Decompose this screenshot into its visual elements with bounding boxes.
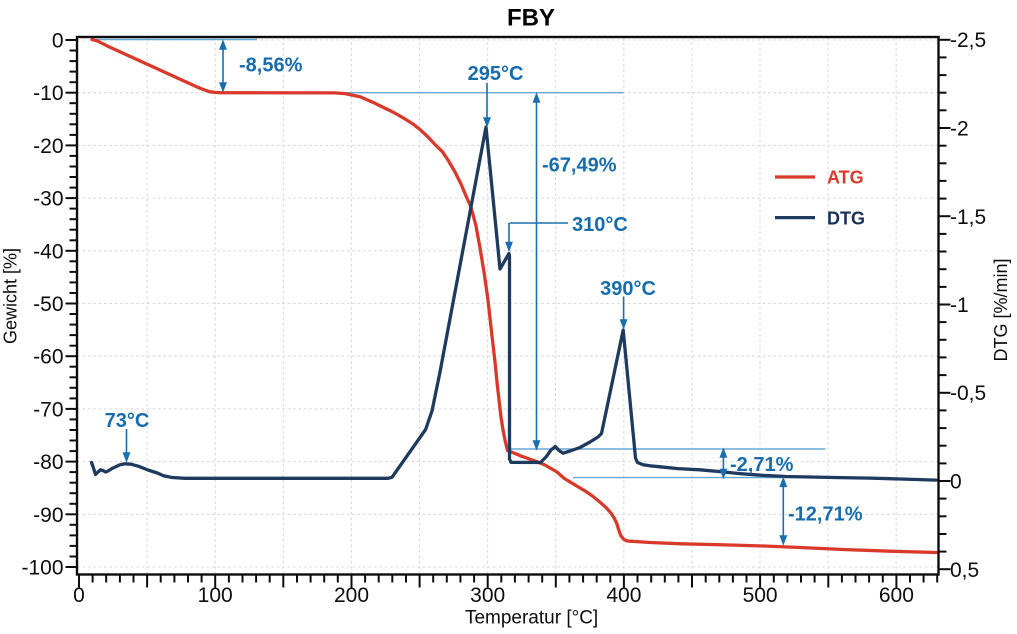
svg-text:600: 600 xyxy=(879,584,914,607)
svg-text:-50: -50 xyxy=(33,293,63,316)
svg-text:-2: -2 xyxy=(950,118,969,141)
svg-text:-2,5: -2,5 xyxy=(950,29,986,52)
svg-text:0,5: 0,5 xyxy=(950,559,979,582)
svg-text:390°C: 390°C xyxy=(600,278,656,300)
svg-text:Gewicht [%]: Gewicht [%] xyxy=(1,248,21,344)
svg-text:0: 0 xyxy=(73,584,85,607)
svg-text:200: 200 xyxy=(334,584,369,607)
svg-text:295°C: 295°C xyxy=(468,63,524,85)
svg-text:100: 100 xyxy=(198,584,233,607)
svg-text:-70: -70 xyxy=(33,398,63,421)
svg-text:-60: -60 xyxy=(33,346,63,369)
svg-text:-12,71%: -12,71% xyxy=(788,503,863,525)
svg-text:0: 0 xyxy=(52,30,64,53)
svg-text:-20: -20 xyxy=(33,135,63,158)
svg-text:-0,5: -0,5 xyxy=(950,382,986,405)
svg-text:-2,71%: -2,71% xyxy=(730,454,794,476)
svg-text:-10: -10 xyxy=(33,82,63,105)
svg-text:500: 500 xyxy=(743,584,778,607)
svg-text:-100: -100 xyxy=(21,557,63,580)
svg-text:-8,56%: -8,56% xyxy=(239,55,303,77)
svg-text:ATG: ATG xyxy=(827,168,864,188)
svg-text:-1,5: -1,5 xyxy=(950,206,986,229)
svg-text:73°C: 73°C xyxy=(105,410,150,432)
svg-text:DTG: DTG xyxy=(827,209,865,229)
svg-text:-1: -1 xyxy=(950,294,969,317)
svg-text:-80: -80 xyxy=(33,451,63,474)
svg-text:-67,49%: -67,49% xyxy=(542,154,617,176)
svg-text:Temperatur [°C]: Temperatur [°C] xyxy=(465,608,598,629)
svg-text:DTG [%/min]: DTG [%/min] xyxy=(991,258,1011,361)
svg-text:300: 300 xyxy=(470,584,505,607)
svg-text:310°C: 310°C xyxy=(572,214,628,236)
svg-text:-30: -30 xyxy=(33,188,63,211)
svg-text:-90: -90 xyxy=(33,504,63,527)
svg-text:400: 400 xyxy=(606,584,641,607)
svg-text:0: 0 xyxy=(950,471,962,494)
svg-text:-40: -40 xyxy=(33,240,63,263)
svg-text:FBY: FBY xyxy=(507,5,555,32)
